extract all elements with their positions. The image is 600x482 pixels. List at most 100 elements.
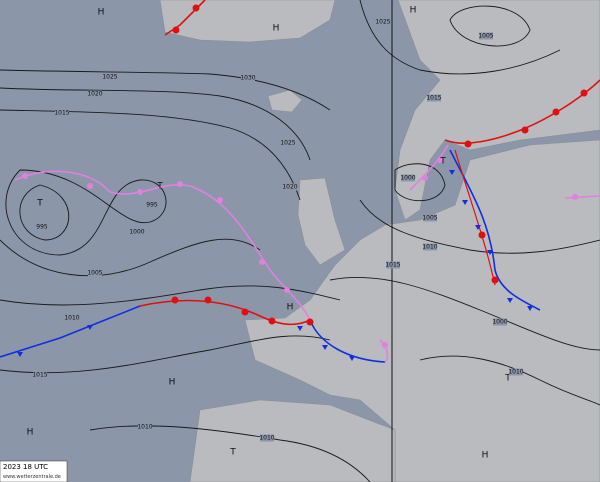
isobar-label: 1000	[492, 319, 507, 326]
isobar-label: 1015	[385, 262, 400, 269]
occluded-front-symbol	[437, 157, 443, 163]
isobar-label: 1030	[240, 75, 255, 82]
cold-front	[0, 305, 141, 358]
footer-box	[0, 460, 68, 482]
isobar-label: 1020	[282, 184, 297, 191]
pressure-center: H	[98, 8, 105, 18]
isobar-label: 1025	[102, 74, 117, 81]
isobar-label-bg	[138, 423, 152, 431]
cold-front	[309, 319, 386, 363]
isobar	[0, 335, 331, 374]
cold-front-triangle	[487, 250, 493, 255]
warm-front-semicircle	[172, 26, 180, 34]
warm-front	[454, 149, 496, 286]
warm-front-semicircle	[464, 140, 472, 148]
pressure-center: H	[410, 6, 417, 16]
isobar	[0, 87, 311, 161]
isobar-label-bg	[103, 73, 117, 81]
isobar-label-bg	[376, 18, 390, 26]
warm-front-semicircle	[192, 4, 200, 12]
occluded-front-symbol	[572, 194, 578, 200]
isobar-label-bg	[88, 90, 102, 98]
africa	[189, 399, 396, 482]
occluded-front	[409, 144, 449, 191]
cold-front-triangle	[297, 326, 303, 331]
cold-front-triangle	[322, 345, 328, 350]
isobar	[0, 285, 341, 306]
isobar	[0, 238, 261, 277]
occluded-front-symbol	[284, 287, 290, 293]
map-labels: H H T T H H T T H H H T 1025 1020 1015 1030 1025 1020 995 9…	[27, 6, 524, 461]
occluded-front-symbol	[259, 259, 265, 265]
warm-front-semicircle	[204, 296, 212, 304]
isobar-label-bg	[55, 109, 69, 117]
occluded-front-symbol	[22, 173, 28, 179]
isobar-label-bg	[283, 183, 297, 191]
isobar-label: 1010	[259, 435, 274, 442]
isobar-label: 1000	[129, 229, 144, 236]
isobar-label-bg	[493, 318, 507, 326]
isobar-label: 1015	[426, 95, 441, 102]
warm-front-semicircle	[241, 308, 249, 316]
pressure-center: H	[287, 303, 294, 313]
isobar-label: 1020	[87, 91, 102, 98]
isobar-label-bg	[423, 214, 437, 222]
isobar-label: 995	[36, 224, 48, 231]
isobar-label: 1010	[137, 424, 152, 431]
isobar	[359, 0, 561, 75]
source: www.wetterzentrale.de	[3, 474, 61, 480]
isobar-label-bg	[427, 94, 441, 102]
isobar-label: 1010	[422, 244, 437, 251]
pressure-center: T	[156, 182, 163, 192]
isobar	[329, 276, 600, 351]
isobar-label-bg	[260, 434, 274, 442]
british-isles	[297, 177, 346, 266]
front-symbols	[17, 4, 588, 361]
occluded-front-symbol	[422, 175, 428, 181]
cold-front-triangle	[17, 352, 23, 357]
greenland	[159, 0, 336, 43]
cold-front-triangle	[449, 170, 455, 175]
isobar-label-bg	[509, 368, 523, 376]
occluded-front-symbol	[177, 181, 183, 187]
pressure-center: T	[504, 374, 511, 384]
warm-front-semicircle	[580, 89, 588, 97]
isobar-label-bg	[35, 223, 49, 231]
occluded-front	[14, 170, 311, 321]
isobar-label: 1000	[400, 175, 415, 182]
timestamp: 2023 18 UTC	[3, 463, 48, 471]
isobar-label: 1005	[422, 215, 437, 222]
isobar-label: 995	[146, 202, 158, 209]
isobar-label-bg	[401, 174, 415, 182]
pressure-center: H	[27, 428, 34, 438]
occluded-front	[564, 195, 600, 199]
pressure-center: H	[273, 24, 280, 34]
warm-front-semicircle	[268, 317, 276, 325]
isobar-label: 1015	[54, 110, 69, 117]
occluded-front-symbol	[87, 183, 93, 189]
warm-front-semicircle	[306, 318, 314, 326]
isobar	[359, 199, 600, 254]
isobar	[449, 5, 531, 47]
isobar-label-bg	[241, 74, 255, 82]
pressure-center: H	[482, 451, 489, 461]
occluded-front	[379, 339, 389, 363]
isobar-label: 1010	[64, 315, 79, 322]
warm-front-semicircle	[478, 231, 486, 239]
cold-front-triangle	[527, 306, 533, 311]
occluded-front-symbol	[217, 197, 223, 203]
europe	[244, 139, 600, 482]
pressure-center: T	[36, 199, 43, 209]
isobar-label: 1010	[508, 369, 523, 376]
warm-front-semicircle	[552, 108, 560, 116]
isobar-label-bg	[88, 269, 102, 277]
pressure-center: H	[169, 378, 176, 388]
isobar-label: 1005	[87, 270, 102, 277]
warm-front-semicircle	[521, 126, 529, 134]
isobar-label-bg	[423, 243, 437, 251]
iceland	[267, 89, 303, 113]
isobar-label: 1015	[32, 372, 47, 379]
cold-front-triangle	[349, 356, 355, 361]
